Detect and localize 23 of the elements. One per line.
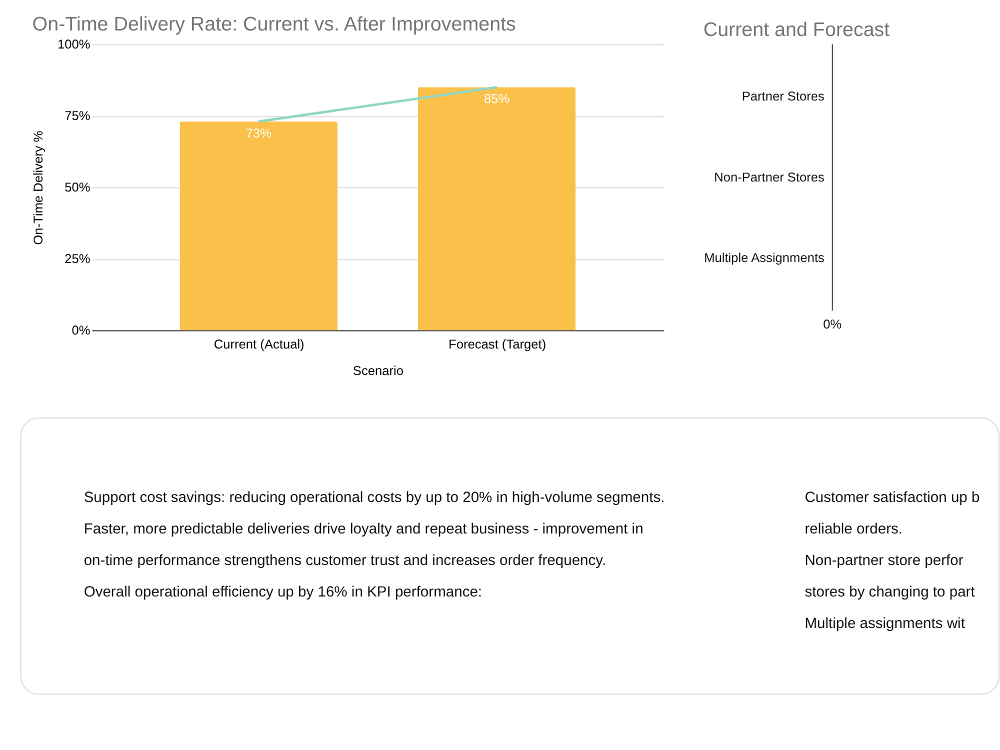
text: Multiple assignments wit: [804, 616, 965, 632]
text: Customer satisfaction up b reliable orders.: [804, 490, 980, 538]
text: Faster, more predictable deliveries drive loyalty and repeat business - improvement in on-time performance strengthens customer trust and increases order frequency.: [84, 521, 644, 569]
y-tick-label: 75%: [64, 108, 90, 124]
x-tick-label: Forecast (Target): [448, 336, 546, 352]
y-tick-label: 25%: [64, 251, 90, 266]
category-label: Multiple Assignments: [704, 250, 824, 266]
text: Non-partner store perfor stores by changing to part: [804, 552, 975, 601]
text: Support cost savings: reducing operational costs by up to 20% in high-volume segments.: [84, 490, 665, 506]
y-tick-label: 50%: [64, 180, 90, 195]
y-axis-title: On-Time Delivery %: [30, 130, 46, 245]
y-tick-label: 0%: [72, 322, 90, 338]
chart-title: On-Time Delivery Rate: Current vs. After Improvements: [32, 13, 516, 36]
category-label: Partner Stores: [742, 88, 824, 104]
x-axis-title: Scenario: [352, 363, 404, 378]
text: 0%: [823, 316, 842, 332]
x-tick-label: Current (Actual): [214, 336, 304, 352]
text: Current and Forecast: [703, 18, 890, 41]
category-label: Non-Partner Stores: [714, 169, 824, 184]
y-tick-label: 100%: [57, 36, 90, 52]
data-label: 85%: [484, 90, 510, 106]
text: Overall operational efficiency up by 16% in KPI performance:: [84, 584, 482, 601]
data-label: 73%: [246, 125, 272, 140]
